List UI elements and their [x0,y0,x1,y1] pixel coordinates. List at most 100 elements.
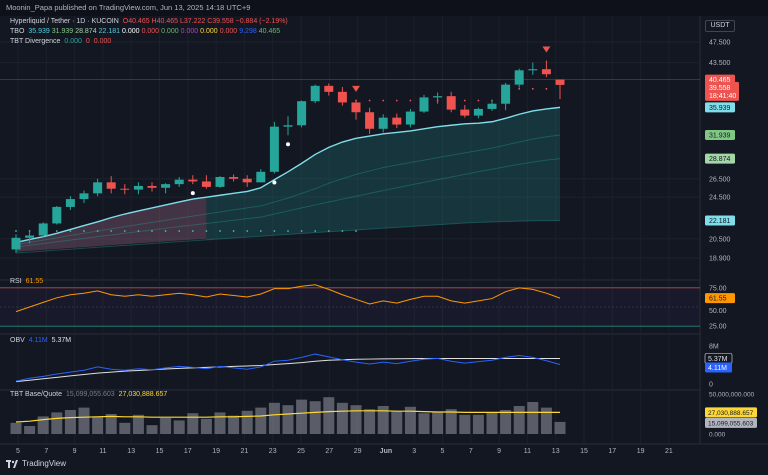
time-tick-label: 21 [665,448,673,455]
obv-legend[interactable]: OBV 4.11M 5.37M [10,337,73,344]
price-axis-tag [705,215,735,226]
divergence-label[interactable]: TBT Divergence [10,38,61,45]
time-tick-label: 17 [608,448,616,455]
time-tick-label: 25 [297,448,305,455]
candle-body [541,69,551,75]
candle-body [324,85,334,92]
volume-bar [200,418,212,434]
chart-frame[interactable]: 47.500 43.500 26.500 24.500 20.500 18.900 40.4… [0,16,768,458]
tbo-value-11: 9.298 [239,28,257,35]
candle-body [310,85,320,102]
rsi-value-tag [705,293,735,304]
candle-body [501,84,511,104]
price-tick-label: 18.900 [709,255,731,262]
resistance-dot [531,87,534,90]
volume-tick: 0.000 [709,432,726,439]
candle-body [106,182,116,189]
time-tick-label: 5 [16,448,20,455]
tradingview-logo-icon [6,459,18,468]
time-tick-label: 19 [212,448,220,455]
support-dot [164,230,167,232]
tbo-value-12: 40.465 [258,28,281,35]
obv-label[interactable]: OBV [10,337,25,344]
bear-signal-triangle [352,85,360,92]
rsi-value: 61.55 [25,278,44,285]
tbo-line2 [15,158,561,248]
candle-body [283,125,293,127]
divergence-value-1: 0.000 [64,38,82,45]
price-axis-tag [705,102,735,113]
candle-body [120,188,130,190]
tbo-value-8: 0.000 [180,28,199,35]
candle-body [201,181,211,187]
tbo-label[interactable]: TBO [10,28,25,35]
tbo-legend[interactable]: TBO 35.939 31.939 28.874 22.181 0.000 0.000 0.… [10,28,282,35]
volume-bar [214,412,226,434]
time-tick-label: 21 [241,448,249,455]
time-tick-label: 17 [184,448,192,455]
tbo-value-3: 28.874 [75,28,97,35]
tradingview-brand[interactable]: TradingView [6,459,66,468]
support-dot [300,230,303,232]
time-tick-label: 23 [269,448,277,455]
publisher-header: Moonin_Papa published on TradingView.com… [0,0,768,16]
volume-bar [10,422,22,434]
support-dot [355,230,357,232]
price-axis-tag-label: 31.939 [709,133,731,140]
price-axis-tag-label: 35.939 [709,105,731,112]
volume-bar [119,422,131,434]
tbo-line1 [15,134,561,246]
resistance-dot [395,99,398,102]
candle-body [133,185,143,190]
volume-label[interactable]: TBT Base/Quote [10,391,63,398]
volume-ma-tag-label: 27,030,888.657 [708,410,754,417]
volume-bar [418,413,430,434]
candle-body [460,109,470,116]
tbo-fast-line [15,106,561,244]
volume-bar [377,406,389,434]
countdown-label: 18:41:40 [709,93,736,100]
volume-bar [472,414,484,434]
brand-name: TradingView [22,459,67,468]
time-tick-label: 15 [580,448,588,455]
rsi-label[interactable]: RSI [10,278,22,285]
candle-body [514,70,524,85]
price-axis-tag-label: 40.465 [709,77,731,84]
tbo-value-2: 31.939 [51,28,74,35]
rsi-tick: 50.00 [709,308,727,315]
divergence-value-2: 0 [85,38,90,45]
rsi-tick: 75.00 [709,285,727,292]
candle-body [38,223,48,236]
support-dot [83,230,85,232]
rsi-tick: 25.00 [709,324,727,331]
currency-badge[interactable]: USDT [705,20,735,32]
tbo-value-10: 0.000 [219,28,238,35]
rsi-legend[interactable]: RSI 61.55 [10,278,45,285]
support-dot [69,230,72,232]
tbo-value-1: 35.939 [28,28,50,35]
tbo-line3 [15,219,561,254]
symbol-legend[interactable]: Hyperliquid / Tether · 1D · KUCOIN O40.4… [10,18,290,25]
price-chart-svg[interactable]: 47.500 43.500 26.500 24.500 20.500 18.900 40.4… [0,16,768,458]
resistance-dot [409,99,412,102]
resistance-dot [518,87,521,90]
time-tick-label: 5 [441,448,445,455]
obv-ma-line [15,357,560,383]
volume-tag [705,417,757,428]
obv-ma-tag-label: 5.37M [708,356,728,363]
support-dot [219,230,221,232]
candle-body [93,182,103,194]
volume-bar [64,410,76,434]
support-dot [205,230,208,232]
signal-dot [272,180,277,185]
time-tick-label: 27 [325,448,333,455]
candle-body [555,79,565,85]
resistance-dot [382,99,385,102]
price-axis-tag [705,153,735,164]
divergence-legend[interactable]: TBT Divergence 0.000 0 0.000 [10,38,113,45]
symbol-title[interactable]: Hyperliquid / Tether · 1D · KUCOIN [10,18,119,25]
volume-legend[interactable]: TBT Base/Quote 15,099,055.603 27,030,888… [10,391,169,398]
obv-tick: 0 [709,382,713,389]
volume-value-2: 27,030,888.657 [118,391,168,398]
support-dot [246,230,249,232]
